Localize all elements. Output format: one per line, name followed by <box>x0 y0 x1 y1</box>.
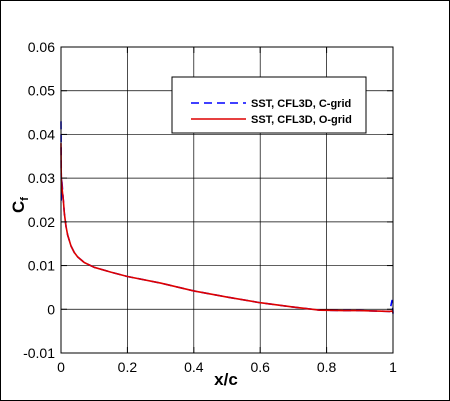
tick-labels: 0 0.2 0.4 0.6 0.8 1-0.0100.010.020.030.040.05… <box>23 39 397 375</box>
plot-border <box>60 46 394 354</box>
legend-label-o-grid: SST, CFL3D, O-grid <box>251 114 352 126</box>
legend-box <box>171 76 367 134</box>
y-axis-title: Cf <box>9 197 31 213</box>
x-tick-label: 1 <box>389 359 397 375</box>
x-tick-label: 0.4 <box>184 359 204 375</box>
legend: SST, CFL3D, C-grid SST, CFL3D, O-grid <box>171 76 367 134</box>
x-tick-label: 0.8 <box>317 359 337 375</box>
x-tick-label: 0 <box>57 359 65 375</box>
y-tick-label: 0.02 <box>28 214 55 230</box>
y-tick-label: 0.05 <box>28 83 55 99</box>
series-layer <box>60 121 394 314</box>
y-axis-title-sub: f <box>19 197 31 201</box>
legend-label-c-grid: SST, CFL3D, C-grid <box>251 98 351 110</box>
y-tick-label: 0.01 <box>28 258 55 274</box>
y-tick-label: 0.03 <box>28 170 55 186</box>
series-line-c-grid <box>60 121 394 314</box>
x-axis-title: x/c <box>214 370 238 389</box>
y-tick-label: 0.04 <box>28 126 55 142</box>
y-axis-title-main: C <box>9 201 28 213</box>
x-tick-label: 0.2 <box>118 359 138 375</box>
x-tick-label: 0.6 <box>250 359 270 375</box>
y-tick-label: -0.01 <box>23 345 55 361</box>
series-line-o-grid <box>60 143 394 314</box>
y-tick-label: 0.06 <box>28 39 55 55</box>
tick-marks <box>60 46 394 354</box>
y-tick-label: 0 <box>47 301 55 317</box>
